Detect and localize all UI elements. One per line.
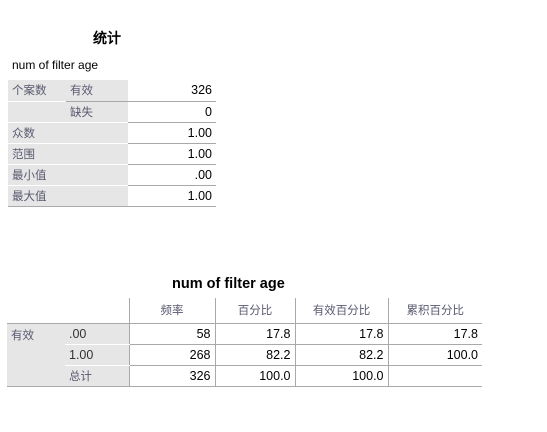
row-header: 最大值 [8, 185, 66, 207]
row-header: 最小值 [8, 164, 66, 186]
table-row: 最大值 1.00 [8, 185, 216, 207]
frequency-table-title: num of filter age [172, 276, 285, 292]
column-header: 有效百分比 [294, 298, 388, 324]
column-header: 累积百分比 [387, 298, 482, 324]
category-label: 1.00 [65, 344, 129, 366]
category-label: .00 [65, 323, 129, 345]
column-header: 频率 [128, 298, 215, 324]
row-header: 范围 [8, 143, 66, 165]
table-row: 1.00 268 82.2 82.2 100.0 [7, 344, 482, 366]
valid-percent-value: 17.8 [294, 323, 388, 345]
cumulative-percent-value [387, 365, 482, 387]
category-label: 总计 [65, 365, 129, 387]
row-subheader [66, 185, 128, 207]
row-header [8, 101, 66, 123]
group-header: 有效 [7, 323, 65, 387]
row-subheader: 有效 [66, 80, 128, 102]
stat-value: .00 [128, 164, 216, 186]
frequency-value: 58 [128, 323, 215, 345]
statistics-table: 个案数 有效 326 缺失 0 众数 1.00 范围 1.00 最小值 .00 … [8, 80, 216, 207]
row-subheader: 缺失 [66, 101, 128, 123]
table-row: 个案数 有效 326 [8, 80, 216, 102]
stat-value: 326 [128, 80, 216, 102]
percent-value: 100.0 [214, 365, 295, 387]
row-header: 众数 [8, 122, 66, 144]
frequency-value: 268 [128, 344, 215, 366]
table-row: 缺失 0 [8, 101, 216, 123]
valid-percent-value: 82.2 [294, 344, 388, 366]
stat-value: 1.00 [128, 143, 216, 165]
row-subheader [66, 164, 128, 186]
table-header-row: 频率 百分比 有效百分比 累积百分比 [7, 298, 482, 324]
row-subheader [66, 143, 128, 165]
frequency-table: 频率 百分比 有效百分比 累积百分比 有效 .00 58 17.8 17.8 1… [7, 298, 482, 387]
table-row: 众数 1.00 [8, 122, 216, 144]
table-row: 范围 1.00 [8, 143, 216, 165]
column-header: 百分比 [214, 298, 295, 324]
stat-value: 1.00 [128, 122, 216, 144]
cumulative-percent-value: 100.0 [387, 344, 482, 366]
table-row: 有效 .00 58 17.8 17.8 17.8 [7, 323, 482, 387]
table-row: 总计 326 100.0 100.0 [7, 365, 482, 387]
stats-variable-name: num of filter age [12, 58, 99, 72]
row-subheader [66, 122, 128, 144]
stat-value: 0 [128, 101, 216, 123]
stat-value: 1.00 [128, 185, 216, 207]
row-header: 个案数 [8, 80, 66, 102]
corner-cell [65, 298, 129, 324]
stats-table-title: 统计 [93, 31, 121, 47]
corner-cell [7, 298, 65, 324]
percent-value: 82.2 [214, 344, 295, 366]
cumulative-percent-value: 17.8 [387, 323, 482, 345]
table-row: 最小值 .00 [8, 164, 216, 186]
valid-percent-value: 100.0 [294, 365, 388, 387]
percent-value: 17.8 [214, 323, 295, 345]
frequency-value: 326 [128, 365, 215, 387]
